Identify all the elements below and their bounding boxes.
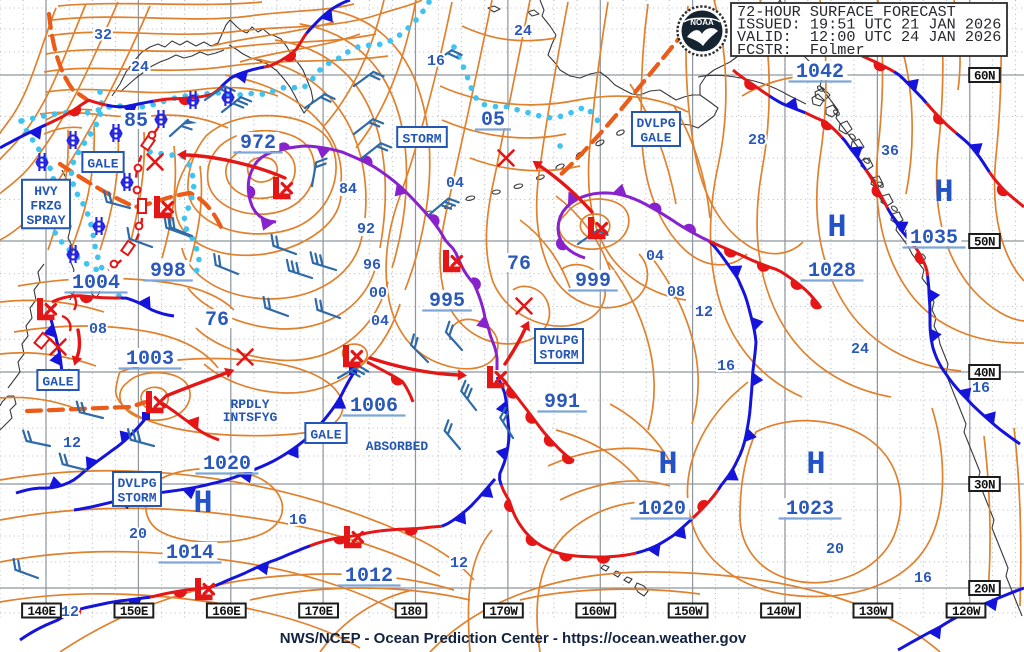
svg-text:FCSTR: Folmer: FCSTR: Folmer xyxy=(737,41,865,59)
svg-text:08: 08 xyxy=(89,321,107,338)
svg-text:H: H xyxy=(193,485,212,522)
svg-text:04: 04 xyxy=(371,313,389,330)
svg-text:170W: 170W xyxy=(489,605,518,619)
svg-text:130W: 130W xyxy=(859,605,888,619)
svg-text:HVY: HVY xyxy=(34,184,58,199)
svg-text:08: 08 xyxy=(667,284,685,301)
svg-text:96: 96 xyxy=(363,257,381,274)
svg-text:H: H xyxy=(658,446,677,483)
svg-text:180: 180 xyxy=(400,605,421,619)
svg-text:DVLPG: DVLPG xyxy=(117,476,156,491)
svg-text:150E: 150E xyxy=(120,605,148,619)
svg-text:GALE: GALE xyxy=(640,131,671,146)
svg-text:84: 84 xyxy=(339,181,357,198)
svg-text:40N: 40N xyxy=(974,367,995,381)
svg-text:00: 00 xyxy=(369,285,387,302)
svg-text:36: 36 xyxy=(881,143,899,160)
svg-text:50N: 50N xyxy=(974,236,995,250)
svg-text:INTSFYG: INTSFYG xyxy=(223,410,278,425)
svg-text:ABSORBED: ABSORBED xyxy=(366,439,429,454)
svg-text:72-HOUR SURFACE FORECAST: 72-HOUR SURFACE FORECAST xyxy=(737,3,956,21)
svg-text:STORM: STORM xyxy=(402,132,441,147)
svg-text:24: 24 xyxy=(514,23,532,40)
svg-text:28: 28 xyxy=(748,132,766,149)
svg-text:16: 16 xyxy=(717,358,735,375)
svg-text:H: H xyxy=(934,174,953,211)
svg-text:16: 16 xyxy=(289,512,307,529)
svg-text:30N: 30N xyxy=(974,479,995,493)
svg-text:20: 20 xyxy=(129,526,147,543)
svg-text:FRZG: FRZG xyxy=(30,198,61,213)
svg-text:SPRAY: SPRAY xyxy=(26,213,65,228)
svg-text:STORM: STORM xyxy=(117,491,156,506)
svg-text:76: 76 xyxy=(205,309,229,332)
svg-text:12: 12 xyxy=(63,435,81,452)
svg-text:20N: 20N xyxy=(974,583,995,597)
svg-text:H: H xyxy=(806,446,825,483)
svg-text:DVLPG: DVLPG xyxy=(539,333,578,348)
svg-text:DVLPG: DVLPG xyxy=(636,116,675,131)
svg-text:76: 76 xyxy=(507,253,531,276)
svg-text:140W: 140W xyxy=(766,605,795,619)
svg-text:24: 24 xyxy=(131,59,149,76)
svg-text:20: 20 xyxy=(826,541,844,558)
svg-text:H: H xyxy=(827,209,846,246)
svg-text:NOAA: NOAA xyxy=(690,18,714,27)
svg-text:32: 32 xyxy=(94,27,112,44)
svg-text:12: 12 xyxy=(450,555,468,572)
svg-text:12: 12 xyxy=(695,304,713,321)
svg-text:GALE: GALE xyxy=(87,157,118,172)
svg-text:85: 85 xyxy=(124,110,148,133)
svg-text:150W: 150W xyxy=(674,605,703,619)
svg-text:16: 16 xyxy=(427,53,445,70)
svg-text:GALE: GALE xyxy=(310,428,341,443)
svg-text:160E: 160E xyxy=(212,605,240,619)
svg-text:04: 04 xyxy=(446,175,464,192)
svg-text:140E: 140E xyxy=(27,605,55,619)
svg-text:120W: 120W xyxy=(952,605,981,619)
svg-text:STORM: STORM xyxy=(539,348,578,363)
svg-text:NWS/NCEP - Ocean Prediction Ce: NWS/NCEP - Ocean Prediction Center - htt… xyxy=(280,630,747,647)
svg-text:RPDLY: RPDLY xyxy=(230,397,269,412)
svg-text:12: 12 xyxy=(61,604,79,621)
svg-text:60N: 60N xyxy=(974,70,995,84)
svg-text:VALID: 12:00 UTC 24 JAN 2026: VALID: 12:00 UTC 24 JAN 2026 xyxy=(737,28,1001,46)
svg-text:92: 92 xyxy=(357,221,375,238)
svg-text:16: 16 xyxy=(914,570,932,587)
svg-text:24: 24 xyxy=(851,341,869,358)
svg-text:04: 04 xyxy=(646,248,664,265)
svg-text:ISSUED: 19:51 UTC 21 JAN 2026: ISSUED: 19:51 UTC 21 JAN 2026 xyxy=(737,16,1001,34)
svg-text:GALE: GALE xyxy=(42,375,73,390)
svg-text:16: 16 xyxy=(972,380,990,397)
svg-text:170E: 170E xyxy=(305,605,333,619)
svg-text:160W: 160W xyxy=(582,605,611,619)
